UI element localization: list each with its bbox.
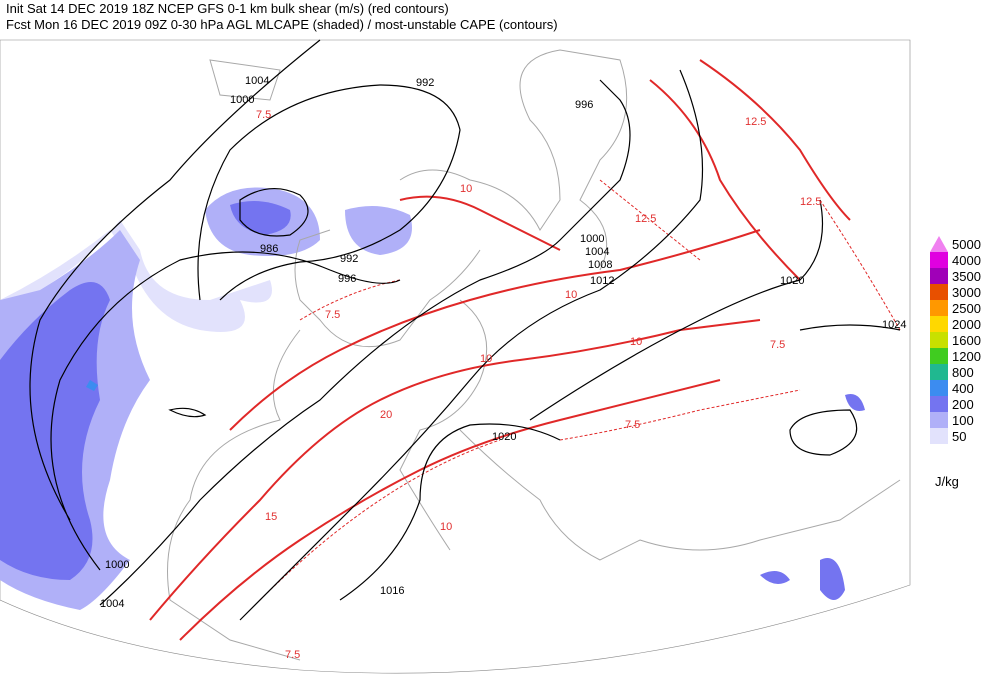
contour-label: 1000 bbox=[580, 233, 604, 245]
legend-unit: J/kg bbox=[935, 474, 959, 489]
legend-label: 1600 bbox=[952, 333, 981, 348]
contour-label: 1000 bbox=[230, 94, 254, 106]
legend-label: 1200 bbox=[952, 349, 981, 364]
contour-label: 1020 bbox=[492, 431, 516, 443]
legend-swatch bbox=[930, 268, 948, 284]
contour-label: 7.5 bbox=[770, 339, 785, 351]
cape-contours bbox=[29, 39, 901, 621]
contour-label: 1024 bbox=[882, 319, 906, 331]
legend-swatch bbox=[930, 300, 948, 316]
contour-label: 12.5 bbox=[800, 196, 821, 208]
legend-swatch bbox=[930, 316, 948, 332]
legend-swatch bbox=[930, 380, 948, 396]
contour-label: 12.5 bbox=[745, 116, 766, 128]
contour-label: 1004 bbox=[585, 246, 609, 258]
legend-swatch bbox=[930, 396, 948, 412]
contour-label: 1000 bbox=[105, 559, 129, 571]
contour-label: 7.5 bbox=[625, 419, 640, 431]
contour-label: 996 bbox=[575, 99, 593, 111]
legend-swatch bbox=[930, 284, 948, 300]
contour-label: 10 bbox=[630, 336, 642, 348]
legend-label: 5000 bbox=[952, 237, 981, 252]
contour-label: 992 bbox=[416, 77, 434, 89]
legend-label: 100 bbox=[952, 413, 974, 428]
legend-label: 200 bbox=[952, 397, 974, 412]
contour-label: 10 bbox=[480, 353, 492, 365]
map-area: 1004 1000 992 996 986 992 996 1000 1004 … bbox=[0, 39, 911, 674]
contour-label: 1020 bbox=[780, 275, 804, 287]
black-contour-labels: 1004 1000 992 996 986 992 996 1000 1004 … bbox=[100, 75, 906, 610]
contour-label: 996 bbox=[338, 273, 356, 285]
legend-label: 4000 bbox=[952, 253, 981, 268]
contour-label: 12.5 bbox=[635, 213, 656, 225]
contour-label: 1004 bbox=[245, 75, 269, 87]
legend-swatch bbox=[930, 412, 948, 428]
legend-swatch bbox=[930, 332, 948, 348]
cape-shading bbox=[0, 187, 865, 610]
legend-swatch bbox=[930, 252, 948, 268]
contour-label: 10 bbox=[440, 521, 452, 533]
contour-label: 986 bbox=[260, 243, 278, 255]
contour-label: 10 bbox=[565, 289, 577, 301]
contour-label: 7.5 bbox=[325, 309, 340, 321]
header-line: Init Sat 14 DEC 2019 18Z NCEP GFS 0-1 km… bbox=[6, 1, 449, 16]
header-line: Fcst Mon 16 DEC 2019 09Z 0-30 hPa AGL ML… bbox=[6, 17, 558, 32]
legend-swatch bbox=[930, 236, 948, 252]
legend-label: 50 bbox=[952, 429, 966, 444]
red-contour-labels: 7.5 10 12.5 7.5 10 15 20 10 12.5 7.5 10 … bbox=[256, 109, 821, 661]
legend-swatch bbox=[930, 428, 948, 444]
shear-contours bbox=[149, 59, 901, 641]
contour-label: 20 bbox=[380, 409, 392, 421]
contour-label: 15 bbox=[265, 511, 277, 523]
contour-label: 7.5 bbox=[285, 649, 300, 661]
legend-label: 2500 bbox=[952, 301, 981, 316]
contour-label: 7.5 bbox=[256, 109, 271, 121]
legend-label: 400 bbox=[952, 381, 974, 396]
legend-swatch bbox=[930, 348, 948, 364]
contour-label: 1008 bbox=[588, 259, 612, 271]
contour-label: 1012 bbox=[590, 275, 614, 287]
legend-label: 3500 bbox=[952, 269, 981, 284]
contour-label: 1016 bbox=[380, 585, 404, 597]
legend-swatch bbox=[930, 364, 948, 380]
legend-label: 800 bbox=[952, 365, 974, 380]
contour-label: 10 bbox=[460, 183, 472, 195]
color-legend: 5000400035003000250020001600120080040020… bbox=[930, 236, 981, 444]
legend-label: 3000 bbox=[952, 285, 981, 300]
legend-label: 2000 bbox=[952, 317, 981, 332]
coastlines bbox=[167, 49, 901, 661]
contour-label: 1004 bbox=[100, 598, 124, 610]
contour-label: 992 bbox=[340, 253, 358, 265]
